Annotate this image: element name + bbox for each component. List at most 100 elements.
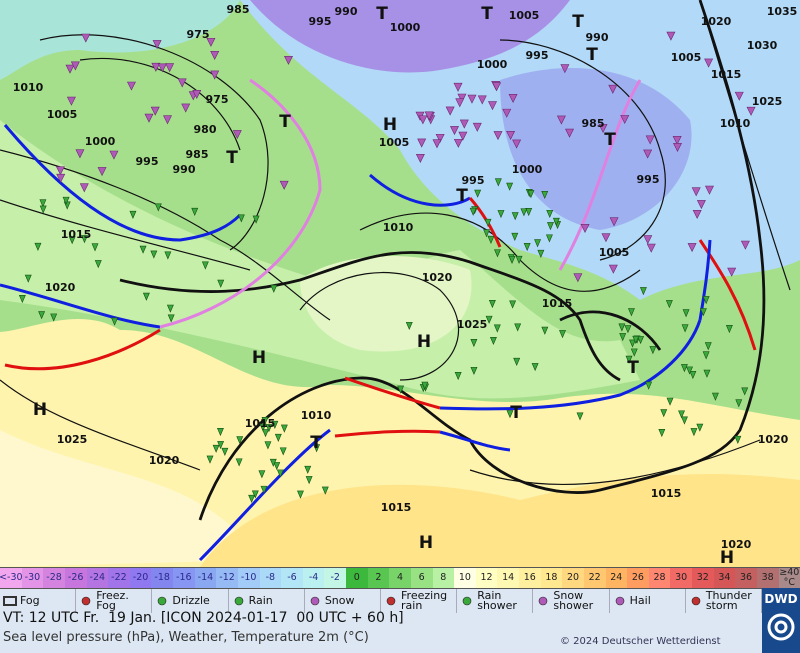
rain-symbol bbox=[24, 274, 32, 283]
rain-symbol bbox=[702, 351, 710, 360]
rain-symbol bbox=[537, 249, 545, 258]
weather-symbols bbox=[18, 31, 756, 503]
isobar-label: 1015 bbox=[651, 487, 682, 500]
rain-symbol bbox=[313, 444, 321, 453]
rain-symbol bbox=[217, 279, 225, 288]
snow-symbol bbox=[79, 183, 89, 193]
scale-cell: -12 bbox=[216, 568, 238, 588]
rain-symbol bbox=[216, 428, 224, 437]
rain-symbol bbox=[212, 444, 220, 453]
isobar bbox=[0, 379, 201, 471]
isobar-label: 980 bbox=[194, 123, 217, 136]
snow-symbol bbox=[70, 61, 80, 71]
scale-cell: 22 bbox=[583, 568, 606, 588]
snow-symbol bbox=[508, 94, 518, 103]
legend-symbol bbox=[158, 596, 167, 606]
rain-symbol bbox=[265, 424, 273, 433]
legend-item: Hail bbox=[610, 589, 686, 613]
rain-symbol bbox=[741, 387, 749, 396]
isobar-label: 1015 bbox=[245, 417, 276, 430]
isobar-label: 1025 bbox=[457, 318, 488, 331]
snow-symbol bbox=[206, 37, 216, 47]
rain-symbol bbox=[217, 441, 225, 450]
rain-symbol bbox=[38, 311, 46, 320]
scale-cell: 18 bbox=[540, 568, 563, 588]
snow-symbol bbox=[696, 200, 706, 210]
scale-cell: 12 bbox=[475, 568, 498, 588]
rain-symbol bbox=[546, 209, 554, 219]
cold-front bbox=[439, 430, 511, 452]
snow-symbol bbox=[672, 135, 682, 145]
cold-front bbox=[369, 173, 471, 207]
rain-symbol bbox=[166, 304, 174, 313]
legend-icon bbox=[3, 596, 17, 606]
mild-core bbox=[0, 120, 640, 399]
rain-symbol bbox=[139, 245, 147, 254]
legend-icon bbox=[310, 596, 320, 606]
scale-cell: -28 bbox=[43, 568, 65, 588]
legend-item: Freezing rain bbox=[381, 589, 458, 613]
pressure-center: T bbox=[604, 130, 616, 150]
rain-symbol bbox=[489, 336, 497, 346]
pressure-center: T bbox=[586, 45, 598, 65]
isobar-label: 1020 bbox=[701, 15, 732, 28]
rain-symbol bbox=[508, 255, 516, 264]
rain-symbol bbox=[164, 251, 172, 260]
snow-symbol bbox=[666, 31, 676, 41]
isobar-label: 985 bbox=[227, 3, 250, 16]
isobar bbox=[39, 34, 269, 251]
warm-front bbox=[344, 376, 441, 410]
rain-symbol bbox=[91, 243, 99, 252]
logo-text: DWD bbox=[764, 592, 798, 606]
cold-front bbox=[0, 283, 161, 329]
snow-symbol bbox=[512, 139, 522, 149]
rain-symbol bbox=[81, 235, 88, 244]
isobar-label: 1020 bbox=[721, 538, 752, 551]
rain-symbol bbox=[689, 371, 697, 380]
rain-symbol bbox=[541, 190, 549, 200]
rain-symbol bbox=[269, 458, 277, 467]
rain-symbol bbox=[142, 292, 150, 301]
rain-symbol bbox=[531, 363, 539, 372]
legend-item: Rain bbox=[229, 589, 305, 613]
isobar bbox=[469, 439, 761, 486]
legend-icon bbox=[539, 596, 548, 606]
cold-sea bbox=[0, 0, 240, 80]
isobar-label: 985 bbox=[582, 117, 605, 130]
snow-symbol bbox=[734, 91, 744, 101]
copyright: © 2024 Deutscher Wetterdienst bbox=[560, 636, 721, 647]
snow-symbol bbox=[458, 131, 468, 141]
snow-symbol bbox=[144, 113, 154, 123]
rain-symbol bbox=[513, 357, 521, 366]
pressure-center: H bbox=[33, 400, 47, 420]
isobar-label: 995 bbox=[637, 173, 660, 186]
isobar-label: 1025 bbox=[752, 95, 783, 108]
isobar-label: 1015 bbox=[381, 501, 412, 514]
snow-symbol bbox=[126, 81, 136, 91]
legend-label: Drizzle bbox=[172, 594, 210, 607]
snow-symbol bbox=[477, 95, 487, 105]
very-cold-zone-2 bbox=[500, 68, 692, 230]
snow-symbol bbox=[177, 78, 187, 88]
snow-symbol bbox=[492, 82, 502, 92]
rain-symbol bbox=[658, 429, 666, 438]
rain-symbol bbox=[520, 208, 528, 217]
snow-symbol bbox=[283, 55, 293, 65]
snow-symbol bbox=[457, 93, 467, 103]
isobar-label: 1010 bbox=[383, 221, 414, 234]
warm-front bbox=[334, 429, 441, 438]
rain-symbol bbox=[235, 458, 243, 467]
rain-symbol bbox=[274, 433, 282, 442]
legend-symbol bbox=[462, 596, 472, 606]
rain-symbol bbox=[665, 300, 673, 309]
legend-symbol bbox=[539, 596, 548, 606]
snow-symbol bbox=[502, 108, 512, 118]
rain-symbol bbox=[18, 295, 26, 304]
legend-label: Fog bbox=[20, 594, 40, 607]
scale-cell: -2 bbox=[324, 568, 346, 588]
isobar-label: 1005 bbox=[379, 136, 410, 149]
rain-symbol bbox=[62, 196, 70, 205]
isobar-label: 1010 bbox=[720, 117, 751, 130]
